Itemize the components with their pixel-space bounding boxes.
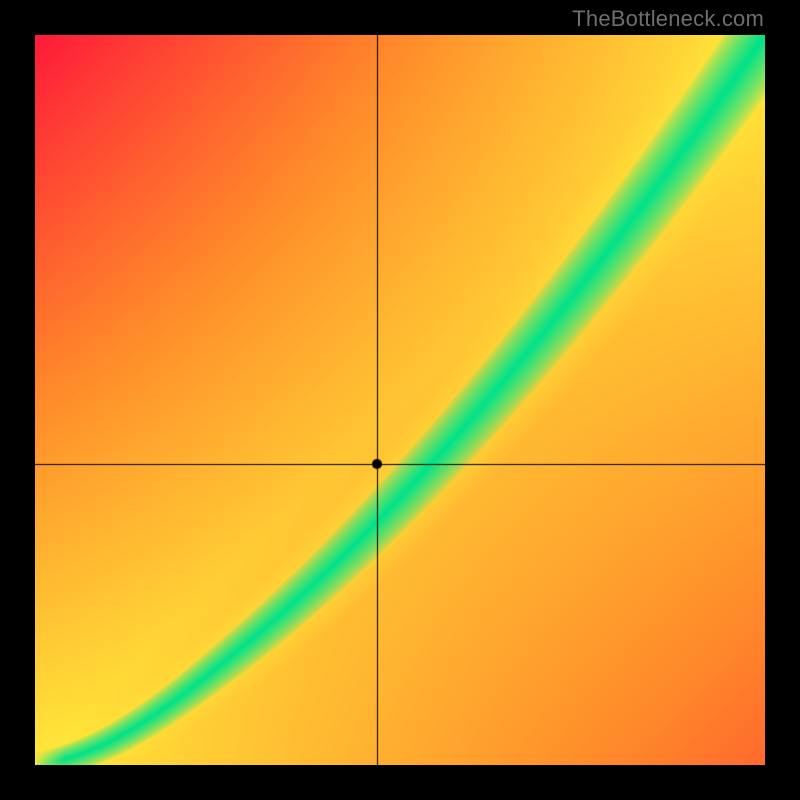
watermark-text: TheBottleneck.com <box>572 6 764 32</box>
bottleneck-heatmap <box>35 35 765 765</box>
chart-stage: TheBottleneck.com <box>0 0 800 800</box>
